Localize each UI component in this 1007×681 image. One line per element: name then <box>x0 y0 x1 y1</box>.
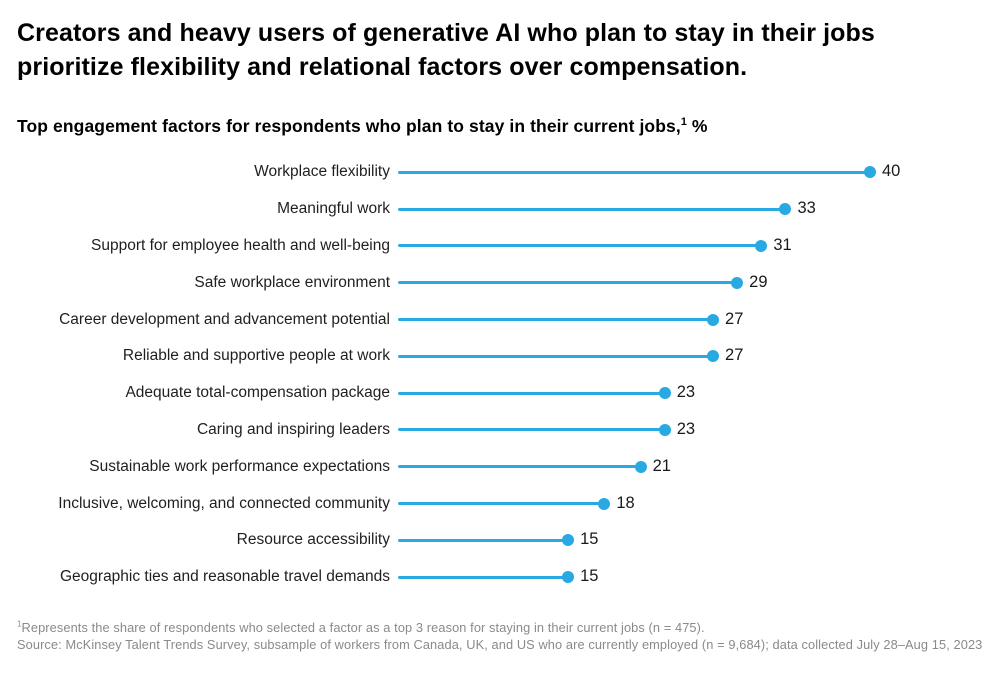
chart-subtitle-text: Top engagement factors for respondents w… <box>17 116 681 136</box>
value-label: 29 <box>749 272 768 291</box>
lollipop-chart: Workplace flexibility 40 Meaningful work 33… <box>17 154 990 596</box>
lollipop-stem <box>398 502 605 506</box>
lollipop-dot <box>658 423 671 436</box>
row-track: 40 <box>398 154 990 191</box>
category-label: Caring and inspiring leaders <box>196 420 390 438</box>
category-label: Meaningful work <box>277 200 390 218</box>
value-label: 27 <box>725 309 744 328</box>
value-label: 23 <box>676 383 696 402</box>
row-track: 27 <box>398 338 990 375</box>
category-label: Career development and advancement poten… <box>59 310 390 328</box>
lollipop-dot <box>562 534 575 547</box>
lollipop-stem <box>398 428 665 432</box>
value-label: 40 <box>882 162 901 181</box>
category-label: Resource accessibility <box>236 531 390 549</box>
row-track: 29 <box>398 264 990 301</box>
value-label: 15 <box>580 530 599 549</box>
subtitle-footnote-marker: 1 <box>680 116 687 129</box>
chart-row: Meaningful work 33 <box>17 191 990 228</box>
value-label: 18 <box>616 493 635 512</box>
category-label: Sustainable work performance expectation… <box>89 457 390 475</box>
row-track: 23 <box>398 375 990 412</box>
row-track: 33 <box>398 191 990 228</box>
row-track: 15 <box>398 559 990 596</box>
category-label: Support for employee health and well-bei… <box>91 236 390 254</box>
chart-footnotes: 1Represents the share of respondents who… <box>17 619 989 654</box>
footnote-1-marker: 1 <box>17 619 22 629</box>
chart-row: Adequate total-compensation package 23 <box>17 375 990 412</box>
lollipop-dot <box>731 276 744 289</box>
lollipop-stem <box>398 170 870 174</box>
lollipop-dot <box>598 497 611 510</box>
footnote-1-text: Represents the share of respondents who … <box>21 619 705 635</box>
chart-row: Sustainable work performance expectation… <box>17 448 990 485</box>
chart-row: Geographic ties and reasonable travel de… <box>17 559 990 596</box>
lollipop-stem <box>398 244 762 248</box>
chart-row: Caring and inspiring leaders 23 <box>17 412 990 449</box>
footnote-1: 1Represents the share of respondents who… <box>17 619 989 637</box>
lollipop-dot <box>707 313 720 326</box>
lollipop-stem <box>398 354 714 358</box>
category-label: Reliable and supportive people at work <box>122 347 390 365</box>
chart-row: Support for employee health and well-bei… <box>17 228 990 265</box>
chart-row: Career development and advancement poten… <box>17 301 990 338</box>
source-note: Source: McKinsey Talent Trends Survey, s… <box>17 637 983 653</box>
lollipop-dot <box>562 571 575 584</box>
category-label: Safe workplace environment <box>194 273 390 291</box>
chart-subtitle-unit: % <box>691 116 708 136</box>
category-label: Adequate total-compensation package <box>125 384 390 402</box>
value-label: 15 <box>580 567 599 586</box>
value-label: 21 <box>652 456 671 475</box>
chart-subtitle: Top engagement factors for respondents w… <box>17 116 990 137</box>
lollipop-dot <box>755 239 768 252</box>
value-label: 27 <box>725 346 744 365</box>
figure-title: Creators and heavy users of generative A… <box>17 19 875 81</box>
lollipop-dot <box>634 460 647 473</box>
lollipop-stem <box>398 538 569 542</box>
row-track: 31 <box>398 228 990 265</box>
lollipop-stem <box>398 575 569 579</box>
lollipop-stem <box>398 207 786 211</box>
lollipop-stem <box>398 391 665 395</box>
row-track: 18 <box>398 485 990 522</box>
value-label: 31 <box>773 236 792 255</box>
category-label: Geographic ties and reasonable travel de… <box>59 568 390 586</box>
row-track: 23 <box>398 412 990 449</box>
category-label: Workplace flexibility <box>254 163 390 181</box>
category-label: Inclusive, welcoming, and connected comm… <box>58 494 390 512</box>
row-track: 27 <box>398 301 990 338</box>
lollipop-dot <box>707 350 720 363</box>
value-label: 23 <box>676 420 696 439</box>
value-label: 33 <box>797 199 816 218</box>
row-track: 21 <box>398 448 990 485</box>
lollipop-stem <box>398 465 641 469</box>
lollipop-dot <box>864 166 876 179</box>
lollipop-stem <box>398 318 714 322</box>
chart-row: Resource accessibility 15 <box>17 522 990 559</box>
chart-row: Safe workplace environment 29 <box>17 264 990 301</box>
lollipop-stem <box>398 281 738 285</box>
chart-row: Inclusive, welcoming, and connected comm… <box>17 485 990 522</box>
lollipop-dot <box>658 387 671 400</box>
chart-row: Reliable and supportive people at work 27 <box>17 338 990 375</box>
chart-row: Workplace flexibility 40 <box>17 154 990 191</box>
row-track: 15 <box>398 522 990 559</box>
lollipop-dot <box>779 203 792 216</box>
